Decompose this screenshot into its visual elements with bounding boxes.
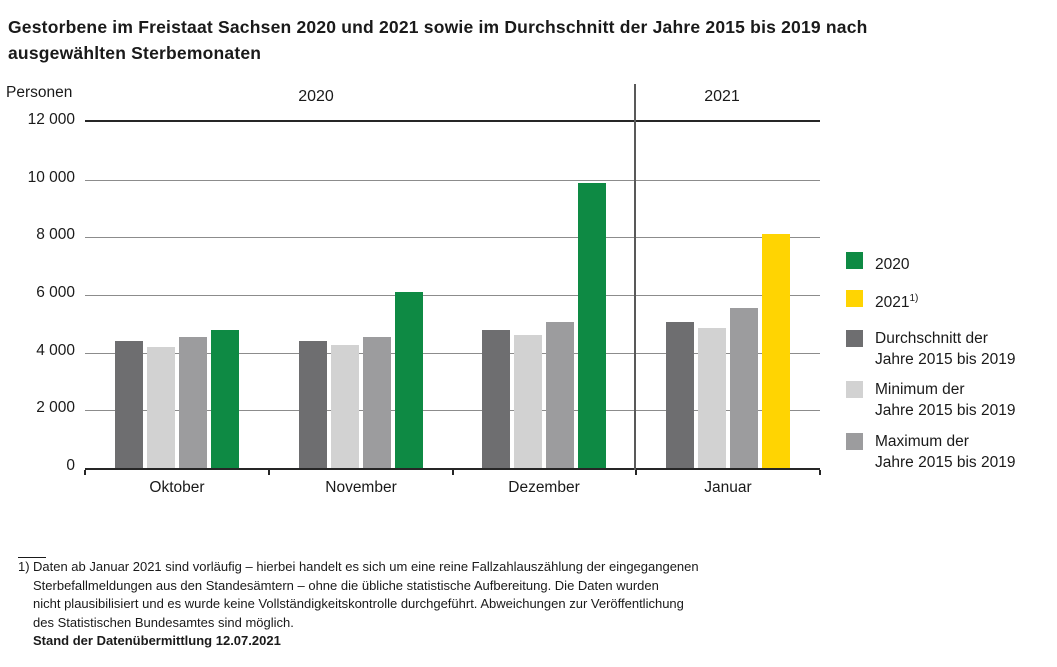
bar-durchschnitt-november <box>298 341 327 468</box>
bar-maximum-oktober <box>178 337 207 468</box>
chart-title: Gestorbene im Freistaat Sachsen 2020 und… <box>8 14 1038 66</box>
x-axis-tick <box>268 470 270 475</box>
footnote-line1: 1) Daten ab Januar 2021 sind vorläufig – … <box>18 557 918 577</box>
x-axis-tick <box>819 470 821 475</box>
legend-item-2020: 2020 <box>846 250 909 275</box>
legend-item-2021: 20211) <box>846 288 918 313</box>
y-tick-label-2000: 2 000 <box>36 399 75 416</box>
bar-maximum-november <box>362 337 391 468</box>
legend-swatch-2020 <box>846 252 863 269</box>
bar-minimum-november <box>330 345 359 468</box>
bar-group-november <box>269 122 453 468</box>
gridline-8000 <box>85 237 820 239</box>
bar-group-januar <box>636 122 820 468</box>
legend-label-2020: 2020 <box>875 256 910 274</box>
bar-durchschnitt-januar <box>666 322 695 468</box>
bar-durchschnitt-oktober <box>114 341 143 468</box>
section-header-2021: 2021 <box>704 88 740 105</box>
footnote-line4: des Statistischen Bundesamtes sind mögli… <box>33 614 294 630</box>
x-axis-tick <box>635 470 637 475</box>
y-tick-label-12000: 12 000 <box>27 111 75 128</box>
chart-title-line2: ausgewählten Sterbemonaten <box>8 43 262 63</box>
gridline-10000 <box>85 179 820 181</box>
section-header-2020: 2020 <box>298 88 334 105</box>
y-tick-label-4000: 4 000 <box>36 342 75 359</box>
legend-label-minimum: Minimum der Jahre 2015 bis 2019 <box>875 381 1016 419</box>
y-tick-label-10000: 10 000 <box>27 169 75 186</box>
bar-2020-november <box>394 292 423 468</box>
x-tick-label-november: November <box>325 479 397 496</box>
legend-label-maximum: Maximum der Jahre 2015 bis 2019 <box>875 433 1016 471</box>
bar-maximum-januar <box>730 308 759 468</box>
gridline-6000 <box>85 295 820 296</box>
y-tick-label-6000: 6 000 <box>36 284 75 301</box>
legend-label-durchschnitt: Durchschnitt der Jahre 2015 bis 2019 <box>875 330 1016 368</box>
footnote: 1) Daten ab Januar 2021 sind vorläufig – … <box>18 557 918 651</box>
legend-swatch-maximum <box>846 433 863 450</box>
x-axis-tick <box>452 470 454 475</box>
y-tick-label-0: 0 <box>66 457 75 474</box>
footnote-line2: Sterbefallmeldungen aus den Standesämter… <box>33 577 659 593</box>
footnote-stand: Stand der Datenübermittlung 12.07.2021 <box>33 633 281 648</box>
legend-item-minimum: Minimum der Jahre 2015 bis 2019 <box>846 379 1015 421</box>
x-tick-label-januar: Januar <box>704 479 752 496</box>
legend-item-durchschnitt: Durchschnitt der Jahre 2015 bis 2019 <box>846 328 1015 370</box>
bar-maximum-dezember <box>546 322 575 468</box>
gridline-2000 <box>85 410 820 412</box>
gridline-4000 <box>85 352 820 354</box>
y-axis-unit-label: Personen <box>6 84 73 101</box>
bar-minimum-dezember <box>514 335 543 468</box>
bar-group-oktober <box>85 122 269 468</box>
footnote-text: Daten ab Januar 2021 sind vorläufig – hi… <box>33 559 699 574</box>
section-divider-line <box>634 84 636 470</box>
bar-minimum-januar <box>698 328 727 468</box>
y-tick-label-8000: 8 000 <box>36 226 75 243</box>
x-tick-label-oktober: Oktober <box>149 479 205 496</box>
bar-2020-dezember <box>578 183 607 468</box>
legend-swatch-2021 <box>846 290 863 307</box>
footnote-line3: nicht plausibilisiert und es wurde keine… <box>33 596 684 611</box>
x-tick-label-dezember: Dezember <box>508 479 580 496</box>
x-axis-tick <box>84 470 86 475</box>
chart-title-line1: Gestorbene im Freistaat Sachsen 2020 und… <box>8 17 868 37</box>
footnote-marker: 1) <box>18 557 46 577</box>
legend-swatch-minimum <box>846 381 863 398</box>
legend-swatch-durchschnitt <box>846 330 863 347</box>
legend-item-maximum: Maximum der Jahre 2015 bis 2019 <box>846 431 1015 473</box>
bar-minimum-oktober <box>146 347 175 468</box>
plot-area <box>85 120 820 470</box>
legend-label-2021: 20211) <box>875 293 919 312</box>
bar-group-dezember <box>453 122 637 468</box>
bar-durchschnitt-dezember <box>482 330 511 468</box>
bar-2020-oktober <box>210 330 239 468</box>
bar-2021-januar <box>762 234 791 468</box>
